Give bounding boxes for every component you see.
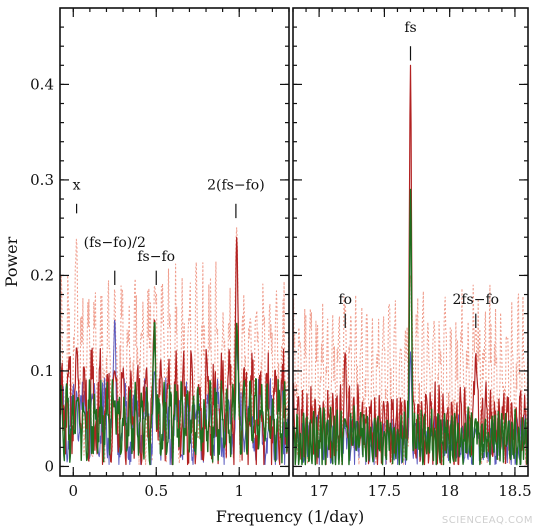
annotation-label: fs (404, 20, 416, 36)
annotation-label: fo (338, 292, 352, 308)
annotation-label: 2(fs−fo) (207, 177, 265, 193)
right-series-dotted (293, 274, 528, 466)
left-series-green (60, 321, 289, 466)
y-tick-label: 0.1 (30, 362, 54, 380)
y-axis-title: Power (2, 236, 21, 287)
annotation-label: 2fs−fo (452, 292, 499, 308)
y-tick-label: 0.4 (30, 75, 54, 93)
right-series-red (293, 64, 528, 466)
left-traces (60, 227, 289, 466)
right-traces (293, 64, 528, 466)
left-series-red (60, 236, 289, 466)
right-x-tick-label: 17 (310, 482, 329, 500)
left-x-tick-label: 1 (234, 482, 244, 500)
right-x-tick-label: 18.5 (498, 482, 531, 500)
y-tick-label: 0.3 (30, 171, 54, 189)
annotation-label: x (73, 177, 81, 193)
right-x-tick-label: 17.5 (368, 482, 401, 500)
right-series-green (293, 188, 528, 466)
left-x-tick-label: 0 (69, 482, 79, 500)
annotation-label: fs−fo (137, 249, 175, 265)
left-panel: 0 0.1 0.2 0.3 0.4 0 0.5 1 x (fs−fo)/2fs−fo 2(fs−fo… (30, 7, 290, 500)
watermark: SCIENCEAQ.COM (441, 515, 533, 526)
annotation-label: (fs−fo)/2 (84, 235, 146, 251)
y-tick-label: 0.2 (30, 266, 54, 284)
x-axis-title: Frequency (1/day) (216, 507, 365, 526)
right-x-tick-label: 18 (440, 482, 459, 500)
left-frame (59, 7, 290, 477)
left-x-tick-label: 0.5 (144, 482, 168, 500)
right-panel: 17 17.5 18 18.5 fs fo 2fs−fo (292, 7, 532, 500)
y-tick-label: 0 (44, 457, 54, 475)
